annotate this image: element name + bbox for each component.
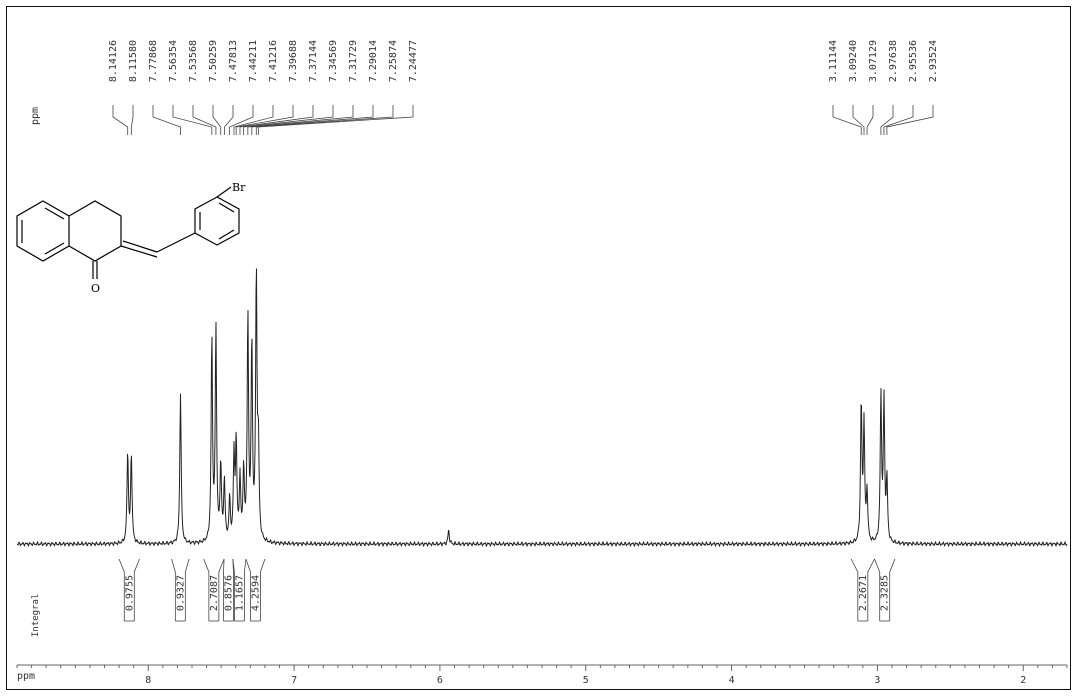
peak-connector — [852, 105, 865, 135]
peak-connector — [886, 105, 934, 135]
peak-label: 7.39688 — [288, 40, 299, 82]
peak-connector — [233, 105, 274, 135]
integral-value: 2.3285 — [880, 575, 891, 611]
axis-tick-label: 8 — [145, 675, 151, 686]
integral-value: 2.7087 — [209, 575, 220, 611]
peak-label: 7.53568 — [188, 40, 199, 82]
peak-connector — [239, 105, 314, 135]
peak-connector — [235, 105, 294, 135]
peak-label: 3.09240 — [848, 40, 859, 82]
integral-value: 0.9755 — [124, 575, 135, 611]
bromine-label: Br — [232, 181, 246, 194]
peak-connector — [212, 105, 222, 135]
integral-value: 2.2671 — [858, 575, 869, 611]
axis-tick-label: 3 — [874, 675, 880, 686]
peak-connector — [152, 105, 181, 135]
peak-connector — [866, 105, 874, 135]
integral-bracket — [232, 558, 247, 621]
peak-label: 3.07129 — [868, 40, 879, 82]
peak-connector — [223, 105, 234, 135]
peak-connector — [172, 105, 213, 135]
peak-label: 7.31729 — [348, 40, 359, 82]
peak-label: 7.47813 — [228, 40, 239, 82]
peak-connector — [247, 105, 354, 135]
peak-label: 8.14126 — [108, 40, 119, 82]
peak-connector — [883, 105, 914, 135]
peak-connector — [192, 105, 217, 135]
bottom-ppm-label: ppm — [17, 671, 35, 682]
integral-bracket — [850, 558, 875, 621]
axis-tick-label: 4 — [729, 675, 735, 686]
axis-ticks: 8 7 6 5 4 3 2 — [16, 665, 1068, 686]
peak-label: 7.37144 — [308, 40, 319, 82]
peak-label: 7.44211 — [248, 40, 259, 82]
peak-label: 2.97638 — [888, 40, 899, 82]
peak-label: 2.95536 — [908, 40, 919, 82]
integral-bracket — [203, 558, 225, 621]
integrals: 0.9755 0.9327 2.7087 0.8576 1.1657 4.2594 2.26… — [118, 558, 896, 622]
peak-connector — [255, 105, 394, 135]
peak-labels: 8.14126 8.11580 7.77868 7.56354 7.53568 7.502… — [108, 40, 939, 135]
integral-value: 4.2594 — [250, 575, 261, 611]
peak-connector — [257, 105, 414, 135]
peak-label: 7.50259 — [208, 40, 219, 82]
integral-axis-label: Integral — [31, 594, 41, 637]
integral-bracket — [118, 558, 140, 621]
peak-label: 3.11144 — [828, 40, 839, 82]
peak-label: 7.34569 — [328, 40, 339, 82]
axis-tick-label: 7 — [291, 675, 297, 686]
peak-label: 7.77868 — [148, 40, 159, 82]
integral-value: 0.8576 — [223, 575, 234, 611]
peak-label: 8.11580 — [128, 40, 139, 82]
peak-label: 7.56354 — [168, 40, 179, 82]
peak-label: 7.25874 — [388, 40, 399, 82]
peak-connector — [243, 105, 334, 135]
axis-tick-label: 5 — [583, 675, 589, 686]
integral-value: 1.1657 — [234, 575, 245, 611]
peak-label: 7.29014 — [368, 40, 379, 82]
integral-bracket — [171, 558, 190, 621]
integral-bracket — [245, 558, 266, 621]
axis-tick-label: 6 — [437, 675, 443, 686]
spectrum-trace — [17, 268, 1068, 548]
peak-label: 7.24477 — [408, 40, 419, 82]
peak-label: 2.93524 — [928, 40, 939, 82]
integral-bracket — [874, 558, 896, 621]
peak-connector — [832, 105, 862, 135]
molecule-structure — [16, 186, 240, 279]
peak-label: 7.41216 — [268, 40, 279, 82]
peak-connector — [229, 105, 254, 135]
axis-tick-label: 2 — [1020, 675, 1026, 686]
peak-connector — [112, 105, 129, 135]
peak-connector — [130, 105, 134, 135]
peak-connector — [880, 105, 894, 135]
peak-connector — [251, 105, 374, 135]
carbonyl-oxygen-label: O — [91, 282, 100, 295]
top-ppm-label: ppm — [30, 107, 41, 125]
integral-value: 0.9327 — [175, 575, 186, 611]
